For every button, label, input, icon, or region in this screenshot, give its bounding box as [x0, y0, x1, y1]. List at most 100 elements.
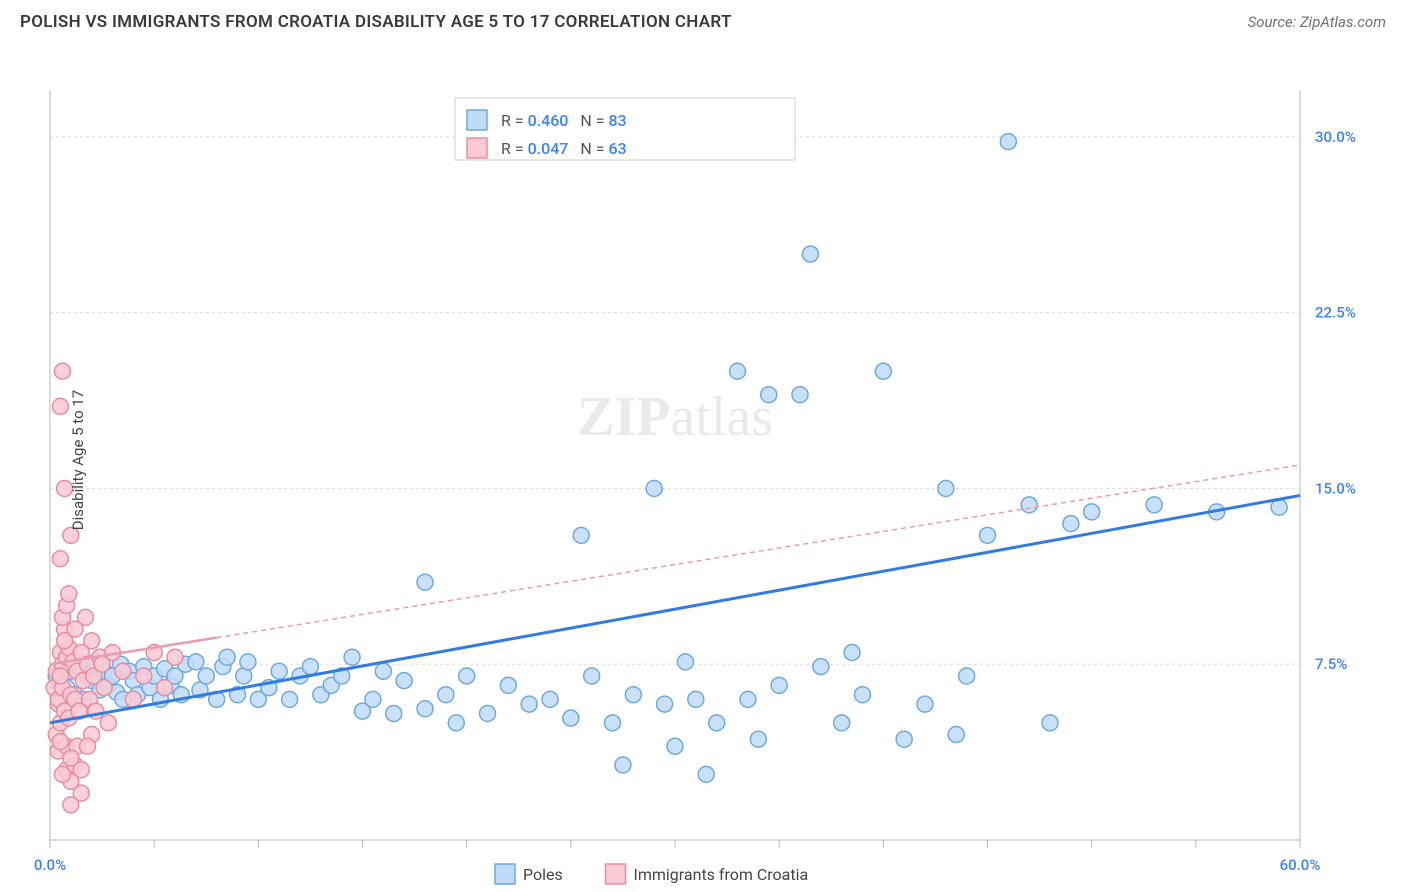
data-point — [917, 696, 933, 712]
data-point — [52, 551, 68, 567]
data-point — [1021, 497, 1037, 513]
data-point — [1063, 516, 1079, 532]
legend-label: Poles — [523, 865, 563, 884]
data-point — [63, 797, 79, 813]
data-point — [459, 668, 475, 684]
data-point — [896, 731, 912, 747]
stats-swatch — [467, 138, 487, 158]
data-point — [219, 649, 235, 665]
chart-area: Disability Age 5 to 17 7.5% 15.0% 22.5% 30.… — [0, 40, 1406, 880]
data-point — [855, 687, 871, 703]
data-point — [52, 668, 68, 684]
data-point — [125, 691, 141, 707]
data-point — [240, 654, 256, 670]
data-point — [1084, 504, 1100, 520]
data-point — [386, 705, 402, 721]
data-point — [417, 701, 433, 717]
data-point — [67, 621, 83, 637]
regression-line — [50, 495, 1300, 722]
data-point — [52, 734, 68, 750]
data-point — [52, 398, 68, 414]
data-point — [834, 715, 850, 731]
data-point — [761, 387, 777, 403]
data-point — [94, 656, 110, 672]
data-point — [875, 363, 891, 379]
data-point — [167, 649, 183, 665]
data-point — [698, 766, 714, 782]
data-point — [948, 727, 964, 743]
data-point — [667, 738, 683, 754]
data-point — [813, 659, 829, 675]
data-point — [438, 687, 454, 703]
data-point — [771, 677, 787, 693]
data-point — [657, 696, 673, 712]
source-label: Source: ZipAtlas.com — [1248, 13, 1386, 31]
data-point — [365, 691, 381, 707]
data-point — [188, 654, 204, 670]
svg-text:7.5%: 7.5% — [1315, 655, 1347, 673]
y-axis-label: Disability Age 5 to 17 — [69, 390, 87, 530]
data-point — [625, 687, 641, 703]
svg-text:30.0%: 30.0% — [1315, 128, 1356, 146]
legend-swatch — [606, 864, 626, 884]
svg-text:0.0%: 0.0% — [34, 856, 66, 874]
data-point — [198, 668, 214, 684]
data-point — [584, 668, 600, 684]
data-point — [750, 731, 766, 747]
data-point — [396, 673, 412, 689]
data-point — [573, 527, 589, 543]
svg-text:22.5%: 22.5% — [1315, 304, 1356, 322]
data-point — [792, 387, 808, 403]
data-point — [615, 757, 631, 773]
data-point — [96, 680, 112, 696]
data-point — [500, 677, 516, 693]
svg-text:ZIPatlas: ZIPatlas — [577, 386, 773, 448]
stats-swatch — [467, 110, 487, 130]
data-point — [344, 649, 360, 665]
stats-text: R = 0.460 N = 83 — [501, 111, 627, 130]
scatter-chart-svg: 7.5% 15.0% 22.5% 30.0% ZIPatlas 0.0% 60.0% R = … — [0, 40, 1406, 890]
data-point — [61, 586, 77, 602]
svg-text:15.0%: 15.0% — [1315, 479, 1356, 497]
data-point — [605, 715, 621, 731]
data-point — [677, 654, 693, 670]
data-point — [80, 738, 96, 754]
regression-line-dashed — [217, 465, 1300, 638]
data-point — [302, 659, 318, 675]
data-point — [375, 663, 391, 679]
data-point — [55, 363, 71, 379]
data-point — [938, 480, 954, 496]
data-point — [1000, 134, 1016, 150]
data-point — [282, 691, 298, 707]
data-point — [1042, 715, 1058, 731]
data-point — [730, 363, 746, 379]
data-point — [521, 696, 537, 712]
data-point — [84, 633, 100, 649]
data-point — [55, 766, 71, 782]
svg-text:60.0%: 60.0% — [1280, 856, 1321, 874]
data-point — [480, 705, 496, 721]
data-point — [740, 691, 756, 707]
data-point — [136, 668, 152, 684]
data-point — [448, 715, 464, 731]
data-point — [980, 527, 996, 543]
data-point — [959, 668, 975, 684]
data-point — [157, 680, 173, 696]
stats-text: R = 0.047 N = 63 — [501, 139, 627, 158]
data-point — [542, 691, 558, 707]
data-point — [563, 710, 579, 726]
chart-title: POLISH VS IMMIGRANTS FROM CROATIA DISABI… — [20, 12, 732, 32]
legend-label: Immigrants from Croatia — [634, 865, 809, 884]
data-point — [417, 574, 433, 590]
data-point — [646, 480, 662, 496]
data-point — [1146, 497, 1162, 513]
data-point — [100, 715, 116, 731]
data-point — [688, 691, 704, 707]
data-point — [73, 762, 89, 778]
legend-swatch — [495, 864, 515, 884]
data-point — [802, 246, 818, 262]
data-point — [844, 645, 860, 661]
data-point — [115, 663, 131, 679]
data-point — [709, 715, 725, 731]
data-point — [271, 663, 287, 679]
